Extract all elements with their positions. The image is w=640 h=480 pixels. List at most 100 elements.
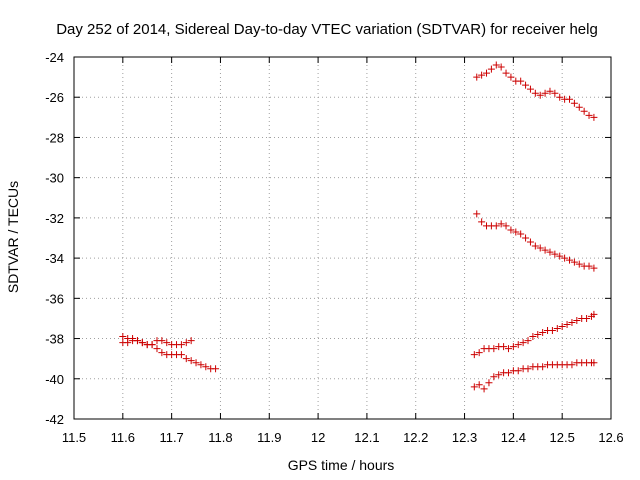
data-point [495,371,503,379]
data-point [485,379,493,387]
data-point [551,89,559,97]
data-point [558,322,566,330]
data-point [524,365,532,373]
data-point [148,341,156,349]
x-tick-label: 12.5 [550,430,575,445]
data-point [556,93,564,101]
series-track-b [119,333,220,373]
data-point [553,325,561,332]
y-tick-label: -24 [45,50,64,65]
data-point [124,335,132,343]
data-point [566,95,574,103]
data-point [561,254,569,262]
y-tick-label: -26 [45,90,64,105]
y-tick-label: -30 [45,171,64,186]
x-axis-title: GPS time / hours [288,457,395,473]
data-point [153,345,161,353]
data-point [551,250,559,258]
data-point [536,91,544,99]
series-track-e [470,310,598,359]
data-point [541,246,549,254]
data-point [197,361,205,369]
data-point [475,381,483,389]
y-tick-label: -28 [45,130,64,145]
x-tick-label: 12 [311,430,325,445]
data-point [492,61,500,69]
data-point [177,351,185,359]
x-tick-label: 11.5 [62,430,86,445]
data-point [529,333,537,341]
data-point [536,244,544,252]
y-tick-label: -34 [45,251,64,266]
data-point [490,345,498,353]
data-point [470,351,478,359]
series-track-f [470,359,598,393]
data-point [504,345,512,353]
data-point [534,331,542,339]
data-point [192,359,200,367]
data-point [519,339,527,347]
data-point [524,337,532,345]
data-point [531,89,539,97]
plot-frame [73,56,612,420]
data-point [512,228,520,236]
y-tick-label: -32 [45,211,64,226]
data-point [187,337,195,345]
data-point [475,349,483,357]
data-point [490,373,498,381]
data-point [526,85,534,93]
data-point [212,365,220,373]
data-point [522,81,530,89]
data-point [473,210,481,218]
data-point [507,226,515,234]
data-point [483,69,491,77]
x-tick-label: 11.9 [257,430,281,445]
data-point [187,357,195,365]
data-point [502,222,510,230]
data-point [497,63,505,71]
data-point [158,349,166,357]
data-point [570,258,578,266]
x-tick-label: 12.6 [598,430,623,445]
data-point [133,337,141,345]
data-point [514,341,522,349]
chart-title: Day 252 of 2014, Sidereal Day-to-day VTE… [56,21,598,38]
data-point [590,113,598,121]
data-point [517,230,525,238]
data-point [590,264,598,272]
data-point [182,355,190,363]
data-point [546,248,554,256]
data-point [473,73,481,81]
data-point [539,329,547,337]
data-point [470,383,478,391]
x-tick-label: 11.7 [159,430,183,445]
data-point [548,327,556,335]
data-point [138,339,146,347]
data-point [517,77,525,85]
data-series [119,61,598,393]
data-point [507,73,515,81]
data-point [583,314,591,322]
y-tick-label: -38 [45,332,64,347]
data-point [522,234,530,242]
data-point [568,318,576,326]
data-point [566,256,574,264]
y-axis-title: SDTVAR / TECUs [5,181,21,293]
data-point [526,238,534,246]
data-point [497,220,505,228]
data-point [487,65,495,73]
data-point [163,339,171,347]
series-track-d [473,210,598,272]
data-point [546,87,554,95]
x-tick-label: 11.6 [111,430,135,445]
data-point [177,341,185,349]
y-tick-label: -42 [45,412,64,427]
data-point [575,103,583,111]
x-tick-label: 12.4 [501,430,526,445]
data-point [563,320,571,328]
data-point [539,363,547,371]
data-point [478,218,486,226]
data-point [500,343,508,351]
data-point [556,252,564,260]
data-point [478,71,486,79]
